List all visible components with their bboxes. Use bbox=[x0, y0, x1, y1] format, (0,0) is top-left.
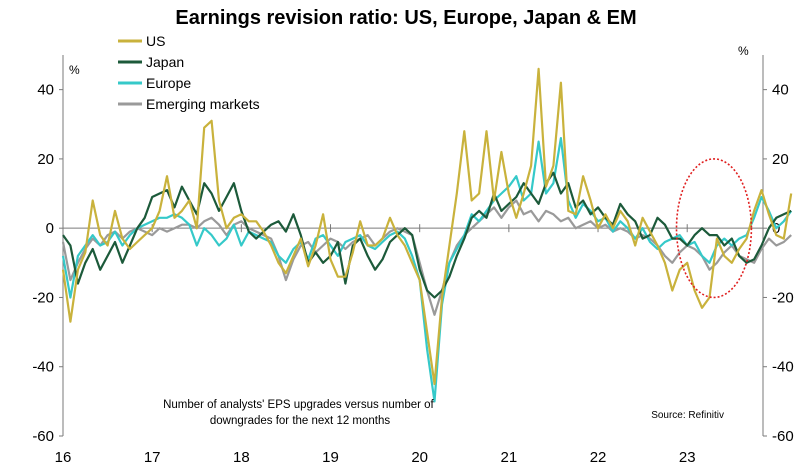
y-tick-label-left: -20 bbox=[32, 289, 54, 306]
series-group bbox=[61, 67, 793, 403]
legend-label-emerging-markets: Emerging markets bbox=[146, 96, 260, 112]
y-tick-label-left: -40 bbox=[32, 359, 54, 376]
annotation: Number of analysts' EPS upgrades versus … bbox=[163, 399, 437, 427]
y-tick-label-right: -20 bbox=[772, 289, 794, 306]
legend-label-us: US bbox=[146, 33, 165, 49]
legend-label-japan: Japan bbox=[146, 54, 184, 70]
x-tick-label: 21 bbox=[501, 449, 518, 466]
x-tick-label: 16 bbox=[55, 449, 72, 466]
y-tick-label-right: 20 bbox=[772, 151, 789, 168]
annotation-line-2: downgrades for the next 12 months bbox=[210, 415, 391, 427]
x-tick-label: 20 bbox=[411, 449, 428, 466]
y-tick-label-left: 0 bbox=[46, 220, 54, 237]
x-tick-label: 22 bbox=[590, 449, 607, 466]
series-line-emerging-markets bbox=[61, 199, 792, 316]
x-tick-label: 18 bbox=[233, 449, 250, 466]
chart-title: Earnings revision ratio: US, Europe, Jap… bbox=[175, 7, 636, 29]
legend-label-europe: Europe bbox=[146, 75, 191, 91]
right-axis-unit: % bbox=[738, 44, 749, 58]
source-note: Source: Refinitiv bbox=[651, 410, 724, 421]
y-tick-label-left: 20 bbox=[37, 151, 54, 168]
series-line-japan bbox=[62, 171, 792, 299]
y-tick-label-left: -60 bbox=[32, 428, 54, 445]
x-tick-label: 19 bbox=[322, 449, 339, 466]
annotation-line-1: Number of analysts' EPS upgrades versus … bbox=[163, 399, 434, 411]
legend: US Japan Europe Emerging markets bbox=[118, 33, 260, 112]
series-line-europe bbox=[61, 137, 793, 403]
y-tick-label-left: 40 bbox=[37, 82, 54, 99]
y-tick-label-right: 40 bbox=[772, 82, 789, 99]
highlight-circle bbox=[675, 158, 753, 299]
y-tick-label-right: -60 bbox=[772, 428, 794, 445]
series-line-us bbox=[61, 67, 793, 386]
y-tick-label-right: -40 bbox=[772, 359, 794, 376]
left-axis-unit: % bbox=[69, 63, 80, 77]
x-ticks: 16 17 18 19 20 21 22 23 bbox=[55, 224, 696, 466]
x-tick-label: 17 bbox=[144, 449, 161, 466]
x-tick-label: 23 bbox=[679, 449, 696, 466]
